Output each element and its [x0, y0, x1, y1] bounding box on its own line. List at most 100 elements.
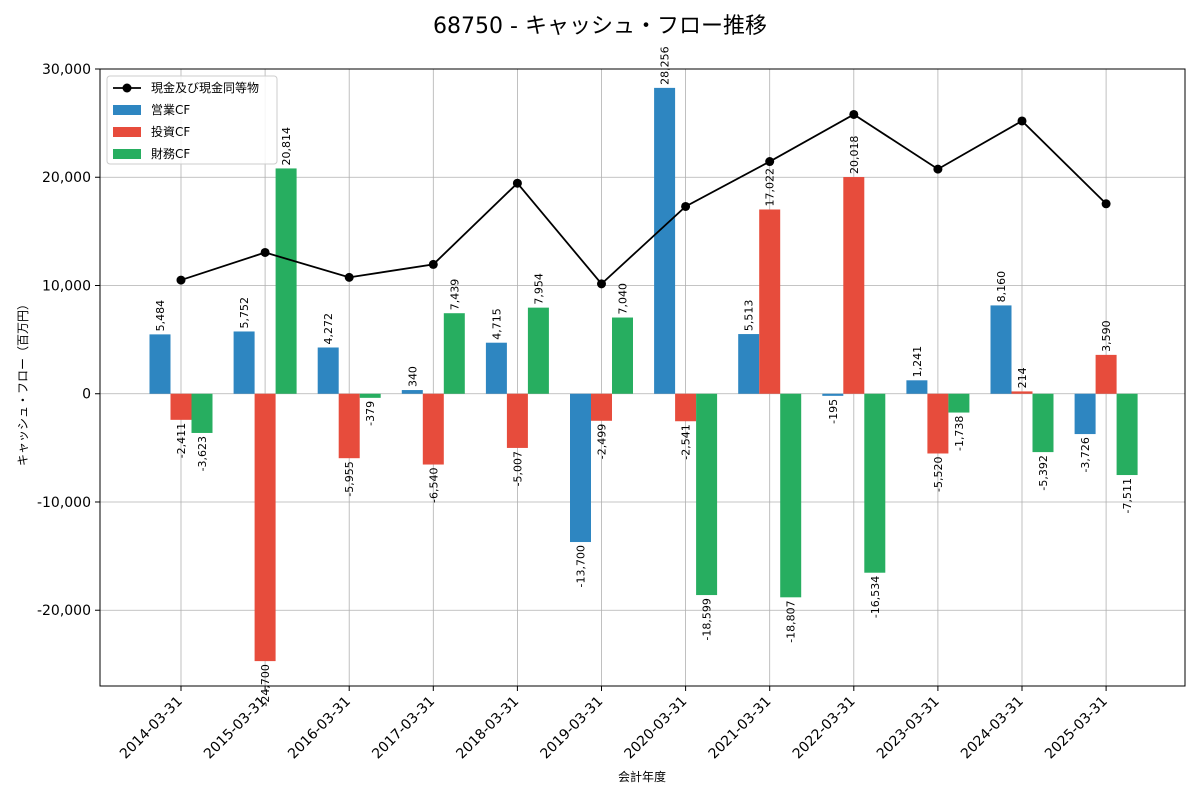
- x-tick-label: 2018-03-31: [453, 694, 522, 763]
- cash-line-point: [681, 201, 691, 211]
- bar-2: [443, 313, 465, 394]
- y-tick-label: -10,000: [37, 495, 91, 511]
- bar-label: 20,018: [848, 136, 861, 175]
- bar-label: -379: [364, 401, 377, 426]
- x-tick-label: 2023-03-31: [874, 694, 943, 763]
- cash-line-point: [1017, 116, 1027, 126]
- bar-1: [254, 393, 276, 662]
- legend-bar-swatch: [113, 149, 141, 159]
- bar-0: [822, 393, 844, 396]
- bar-0: [233, 331, 255, 394]
- bar-2: [191, 393, 213, 433]
- bar-0: [738, 334, 760, 394]
- y-tick-label: 0: [82, 387, 91, 403]
- legend-label: 現金及び現金同等物: [151, 80, 259, 95]
- bar-label: 340: [406, 366, 419, 387]
- bar-0: [401, 390, 423, 394]
- y-axis-label: キャッシュ・フロー（百万円）: [16, 298, 30, 466]
- cash-line-point: [428, 259, 438, 269]
- bar-label: -2,541: [680, 424, 693, 459]
- cash-line-point: [512, 178, 522, 188]
- x-tick-label: 2021-03-31: [706, 694, 775, 763]
- bar-0: [485, 342, 507, 394]
- bar-1: [759, 209, 781, 394]
- cash-line-point: [597, 279, 606, 289]
- cash-line-path: [180, 113, 1107, 286]
- x-tick-label: 2025-03-31: [1042, 694, 1111, 763]
- bar-label: 7,040: [617, 283, 630, 315]
- bar-2: [864, 393, 886, 573]
- bar-2: [275, 168, 297, 394]
- bar-label: 5,752: [238, 297, 251, 329]
- bar-label: 7,439: [448, 279, 461, 311]
- bar-0: [570, 393, 591, 543]
- bar-1: [1095, 354, 1117, 394]
- x-tick-label: 2016-03-31: [285, 694, 354, 763]
- x-tick-label: 2017-03-31: [369, 694, 438, 763]
- bar-label: -5,520: [932, 456, 945, 491]
- bar-2: [612, 317, 633, 394]
- bar-0: [149, 334, 171, 394]
- y-tick-label: 10,000: [42, 278, 91, 294]
- bar-0: [1074, 393, 1096, 435]
- bar-2: [696, 393, 718, 596]
- x-tick-label: 2019-03-31: [537, 694, 606, 763]
- y-tick-label: 30,000: [42, 62, 91, 78]
- legend-box: [106, 75, 278, 165]
- bar-1: [675, 393, 697, 422]
- y-tick-label: -20,000: [37, 603, 91, 619]
- bar-label: -1,738: [953, 416, 966, 451]
- bar-label: -2,411: [175, 423, 188, 458]
- bar-0: [906, 380, 928, 394]
- data-labels: 5,484 5,752 4,272 340 4,715 -13,700 28,256 5,51…: [154, 46, 1134, 706]
- bar-label: -3,726: [1079, 437, 1092, 472]
- bar-label: -2,499: [596, 424, 609, 459]
- bar-label: -6,540: [427, 468, 440, 503]
- bar-2: [780, 393, 802, 598]
- bar-label: -18,599: [701, 598, 714, 640]
- cash-line-point: [176, 275, 186, 285]
- x-tick-label: 2015-03-31: [201, 694, 270, 763]
- bar-label: -24,700: [259, 664, 272, 706]
- bar-label: -5,392: [1037, 455, 1050, 490]
- chart-title: 68750 - キャッシュ・フロー推移: [433, 14, 767, 39]
- x-tick-label: 2014-03-31: [117, 694, 186, 763]
- bar-2: [948, 393, 970, 413]
- bar-label: -3,623: [196, 436, 209, 471]
- bar-label: -195: [827, 399, 840, 424]
- bar-label: -16,534: [869, 576, 882, 618]
- bar-label: 4,715: [490, 308, 503, 340]
- bar-label: -13,700: [575, 545, 588, 587]
- legend-line-marker: [122, 83, 132, 93]
- legend-label: 投資CF: [151, 124, 190, 139]
- bar-2: [527, 307, 549, 394]
- bar-2: [1032, 393, 1054, 453]
- x-tick-label: 2024-03-31: [958, 694, 1027, 763]
- cash-line-point: [344, 272, 354, 282]
- bar-1: [1011, 391, 1033, 394]
- bar-0: [317, 347, 339, 394]
- bar-1: [506, 393, 528, 448]
- bar-2: [359, 393, 381, 398]
- cash-line-point: [765, 157, 775, 167]
- cash-line-point: [1101, 199, 1111, 209]
- x-tick-label: 2020-03-31: [622, 694, 691, 763]
- bar-1: [338, 393, 360, 459]
- bar-label: 214: [1016, 367, 1029, 388]
- cash-line: [176, 109, 1111, 289]
- x-axis-label: 会計年度: [618, 769, 666, 784]
- bar-label: 4,272: [322, 313, 335, 345]
- bar-1: [843, 177, 865, 394]
- bars: [149, 87, 1138, 662]
- bar-label: 7,954: [532, 273, 545, 305]
- legend-label: 営業CF: [151, 103, 190, 117]
- cash-line-point: [260, 247, 270, 257]
- bar-0: [990, 305, 1012, 394]
- bar-1: [927, 393, 949, 454]
- bar-label: -7,511: [1121, 478, 1134, 513]
- bar-label: -5,955: [343, 461, 356, 496]
- bar-label: 5,484: [154, 300, 167, 332]
- legend-label: 財務CF: [151, 146, 190, 161]
